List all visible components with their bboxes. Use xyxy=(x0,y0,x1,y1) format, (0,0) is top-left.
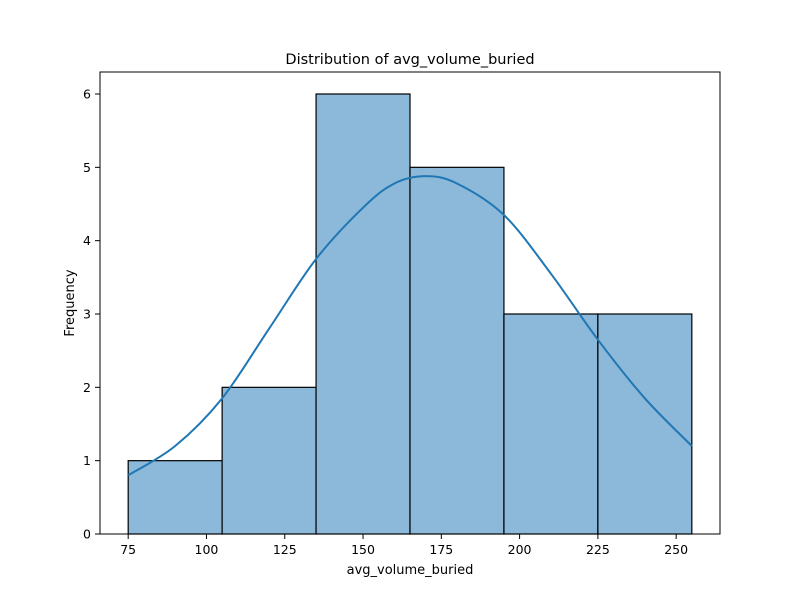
histogram-bar-6 xyxy=(597,313,693,535)
y-axis-label: Frequency xyxy=(63,269,78,336)
histogram-bar-2 xyxy=(221,386,317,535)
x-tick-label: 250 xyxy=(664,542,688,557)
x-tick-label: 75 xyxy=(120,542,136,557)
y-tick-label: 1 xyxy=(83,453,91,468)
y-tick-label: 4 xyxy=(83,233,91,248)
x-tick-label: 225 xyxy=(586,542,610,557)
y-tick-label: 5 xyxy=(83,160,91,175)
histogram-bar-4 xyxy=(409,166,505,535)
bars-layer xyxy=(127,93,693,535)
y-tick-label: 2 xyxy=(83,380,91,395)
plot-frame xyxy=(99,71,721,535)
kde-curve xyxy=(127,175,693,477)
y-tick-label: 6 xyxy=(83,87,91,102)
x-tick-label: 200 xyxy=(508,542,532,557)
histogram-bar-3 xyxy=(315,93,411,535)
x-tick-label: 100 xyxy=(195,542,219,557)
x-axis-label: avg_volume_buried xyxy=(347,563,474,578)
y-tick-label: 0 xyxy=(83,527,91,542)
x-tick-label: 175 xyxy=(429,542,453,557)
histogram-bar-1 xyxy=(127,460,223,535)
x-tick-label: 125 xyxy=(273,542,297,557)
y-tick-label: 3 xyxy=(83,307,91,322)
x-axis-ticks: 75 100 125 150 175 200 225 250 xyxy=(120,534,688,557)
y-axis-ticks: 0 1 2 3 4 5 6 xyxy=(83,87,100,542)
histogram-bar-5 xyxy=(503,313,599,535)
x-tick-label: 150 xyxy=(351,542,375,557)
chart-title: Distribution of avg_volume_buried xyxy=(285,52,534,68)
